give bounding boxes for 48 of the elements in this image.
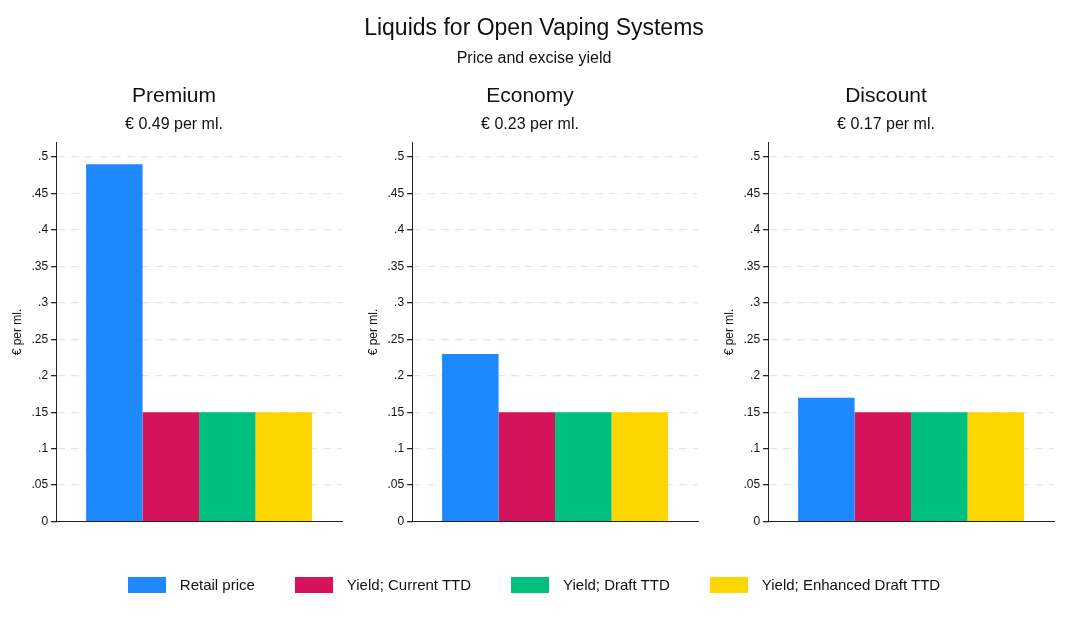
y-tick-label: .1 (750, 440, 761, 455)
y-tick-label: .1 (38, 440, 49, 455)
y-axis-title: € per ml. (365, 308, 380, 356)
y-tick-label: .05 (31, 477, 49, 492)
y-axis-title: € per ml. (9, 308, 24, 356)
y-tick-label: .45 (743, 185, 761, 200)
y-tick-label: .3 (38, 295, 49, 310)
y-tick-label: .4 (750, 222, 761, 237)
y-tick-label: .35 (31, 258, 49, 273)
legend-label: Yield; Draft TTD (563, 576, 670, 593)
y-tick-label: .3 (750, 295, 761, 310)
y-tick-label: 0 (397, 513, 405, 528)
chart-subtitle: € 0.23 per ml. (481, 115, 579, 133)
y-tick-label: .5 (750, 149, 761, 164)
legend-label: Yield; Current TTD (346, 576, 472, 593)
text: Liquids for Open Vaping Systems (363, 14, 705, 41)
y-tick-label: .45 (387, 185, 405, 200)
text: Price and excise yield (455, 49, 613, 67)
y-tick-label: .2 (38, 368, 49, 383)
y-tick-label: .35 (387, 258, 405, 273)
chart-title: Discount (845, 83, 928, 107)
chart-title: Economy (486, 83, 575, 107)
y-tick-label: .25 (31, 331, 49, 346)
y-tick-label: .45 (31, 185, 49, 200)
chart-title: Premium (131, 83, 217, 107)
y-tick-label: .25 (387, 331, 405, 346)
chart-subtitle: € 0.17 per ml. (837, 115, 935, 133)
y-tick-label: .05 (387, 477, 405, 492)
y-tick-label: .5 (394, 149, 405, 164)
chart-subtitle: € 0.49 per ml. (125, 115, 223, 133)
y-tick-label: 0 (41, 513, 49, 528)
y-tick-label: .1 (394, 440, 405, 455)
y-tick-label: .15 (743, 404, 761, 419)
y-tick-label: .35 (743, 258, 761, 273)
y-tick-label: .15 (387, 404, 405, 419)
y-tick-label: .25 (743, 331, 761, 346)
y-tick-label: .3 (394, 295, 405, 310)
y-tick-label: .4 (394, 222, 405, 237)
y-tick-label: .2 (750, 368, 761, 383)
y-tick-label: .4 (38, 222, 49, 237)
y-tick-label: .15 (31, 404, 49, 419)
y-tick-label: .5 (38, 149, 49, 164)
y-tick-label: .2 (394, 368, 405, 383)
legend-label: Retail price (179, 576, 255, 593)
y-tick-label: 0 (753, 513, 761, 528)
y-axis-title: € per ml. (721, 308, 736, 356)
y-tick-label: .05 (743, 477, 761, 492)
legend-label: Yield; Enhanced Draft TTD (761, 576, 941, 593)
